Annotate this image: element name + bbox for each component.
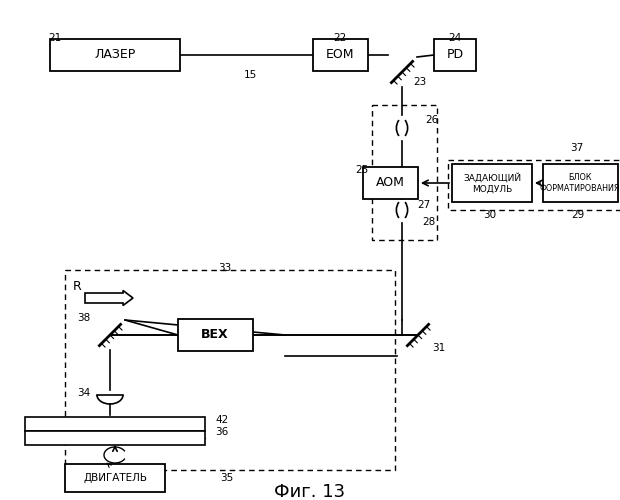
Text: 36: 36: [215, 427, 228, 437]
Text: 28: 28: [422, 217, 435, 227]
Text: ЛАЗЕР: ЛАЗЕР: [94, 48, 136, 62]
Text: BEX: BEX: [201, 328, 229, 342]
Text: R: R: [73, 280, 81, 292]
FancyArrow shape: [85, 290, 133, 306]
Text: 24: 24: [448, 33, 462, 43]
Text: 22: 22: [334, 33, 347, 43]
Bar: [448, 160, 620, 210]
Bar: [50, 39, 180, 71]
Text: EOM: EOM: [326, 48, 354, 62]
Bar: [25, 431, 205, 445]
Bar: [434, 39, 476, 71]
Text: 15: 15: [244, 70, 257, 80]
Bar: [177, 319, 252, 351]
Text: 26: 26: [425, 115, 438, 125]
Text: 37: 37: [570, 143, 583, 153]
Bar: [363, 167, 417, 199]
Text: AOM: AOM: [376, 176, 404, 190]
Text: 31: 31: [432, 343, 445, 353]
Text: 42: 42: [215, 415, 228, 425]
Text: 34: 34: [77, 388, 90, 398]
Text: ДВИГАТЕЛЬ: ДВИГАТЕЛЬ: [83, 473, 147, 483]
Text: 30: 30: [484, 210, 497, 220]
Text: 38: 38: [77, 313, 90, 323]
Bar: [372, 105, 437, 240]
Bar: [65, 270, 395, 470]
Text: БЛОК
ФОРМАТИРОВАНИЯ: БЛОК ФОРМАТИРОВАНИЯ: [540, 174, 620, 193]
Text: Фиг. 13: Фиг. 13: [275, 483, 345, 500]
Text: 35: 35: [220, 473, 233, 483]
Bar: [312, 39, 368, 71]
Text: 21: 21: [48, 33, 61, 43]
Bar: [25, 417, 205, 431]
Text: 23: 23: [413, 77, 427, 87]
Text: PD: PD: [446, 48, 464, 62]
Text: 33: 33: [218, 263, 232, 273]
Text: ЗАДАЮЩИЙ
МОДУЛЬ: ЗАДАЮЩИЙ МОДУЛЬ: [463, 173, 521, 193]
Bar: [542, 164, 618, 202]
Bar: [452, 164, 532, 202]
Text: 27: 27: [417, 200, 430, 210]
Bar: [65, 464, 165, 492]
Text: 25: 25: [355, 165, 368, 175]
Text: 29: 29: [572, 210, 585, 220]
